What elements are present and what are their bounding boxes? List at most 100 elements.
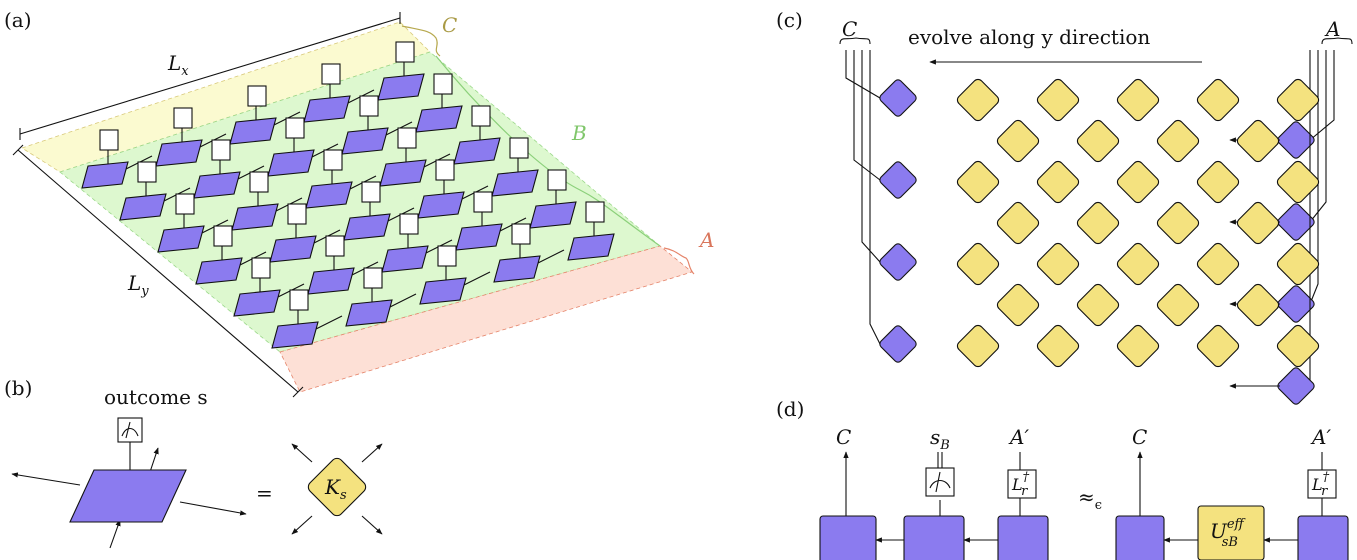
grid-tensor — [379, 159, 427, 187]
d-a2-label: A′ — [1310, 425, 1331, 449]
c-left-node — [879, 161, 917, 199]
panel-c: (c) C A evolve along y direction — [776, 8, 1353, 405]
c-gate — [1076, 201, 1120, 245]
panel-a: (a) Lx Ly C B A — [4, 8, 714, 398]
grid-tensor — [381, 245, 429, 273]
c-gate — [1076, 283, 1120, 327]
grid-tensor — [303, 95, 351, 123]
region-c-label: C — [442, 13, 457, 37]
d-a1-label: A′ — [1008, 425, 1029, 449]
b-top-leg — [149, 447, 159, 473]
c-title: evolve along y direction — [908, 25, 1150, 49]
outcome-label: outcome s — [104, 385, 208, 409]
grid-meter — [321, 63, 341, 85]
c-left-node — [879, 325, 917, 363]
c-gate — [1156, 201, 1200, 245]
grid-meter — [175, 193, 195, 215]
k-leg-tr — [361, 443, 383, 463]
c-gate — [1116, 324, 1160, 368]
grid-meter — [323, 149, 343, 171]
c-gate — [1196, 324, 1240, 368]
c-left-wire — [853, 50, 881, 181]
grid-tensor — [229, 117, 277, 145]
region-c-band — [21, 21, 431, 173]
c-gate — [1276, 78, 1320, 122]
d-node-mid — [903, 515, 965, 560]
approx-sign: ≈ϵ — [1078, 485, 1102, 513]
grid-meter — [509, 137, 529, 159]
d-meter-icon — [925, 467, 955, 497]
c-left-wire — [845, 50, 881, 99]
c-left-label: C — [842, 17, 857, 41]
grid-tensor — [493, 255, 541, 283]
grid-meter — [399, 213, 419, 235]
c-left-brace — [839, 37, 871, 45]
grid-tensor — [271, 321, 319, 349]
grid-tensor — [267, 149, 315, 177]
d-sb-label: sB — [930, 425, 950, 453]
grid-tensor — [195, 257, 243, 285]
k-label: Ks — [324, 475, 347, 503]
k-leg-br — [361, 515, 383, 535]
grid-tensor — [417, 191, 465, 219]
grid-tensor — [377, 73, 425, 101]
d-lr2-box — [1307, 469, 1337, 499]
grid-meter — [247, 85, 267, 107]
lx-label: Lx — [167, 51, 189, 79]
grid-meter — [173, 107, 193, 129]
grid-meter — [471, 105, 491, 127]
grid-meter — [361, 181, 381, 203]
grid-tensor — [155, 139, 203, 167]
b-left-leg — [11, 472, 81, 486]
c-gate — [1036, 324, 1080, 368]
c-right-label: A — [1324, 17, 1340, 41]
c-gate — [1156, 119, 1200, 163]
c-right-brace — [1321, 37, 1353, 45]
grid-meter — [547, 169, 567, 191]
grid-meter — [473, 191, 493, 213]
b-right-leg — [179, 501, 247, 516]
equals-sign: = — [256, 481, 273, 505]
d2-node-left — [1115, 515, 1165, 560]
panel-d: (d) C sB A′ L† r ≈ϵ C A′ L† r Ueff sB — [776, 397, 1349, 560]
c-gate — [1116, 78, 1160, 122]
c-right-node — [1277, 367, 1315, 405]
grid-meter — [249, 171, 269, 193]
c-gate — [956, 160, 1000, 204]
circuit — [845, 50, 1335, 405]
c-gate — [1196, 160, 1240, 204]
grid-tensor — [307, 267, 355, 295]
grid-tensor — [341, 127, 389, 155]
grid-meter — [363, 267, 383, 289]
c-gate — [1156, 283, 1200, 327]
panel-a-tag: (a) — [4, 8, 32, 32]
d-lr2-label: L† r — [1311, 470, 1330, 499]
grid-tensor — [305, 181, 353, 209]
grid-tensor — [233, 289, 281, 317]
c-right-wire — [1309, 50, 1319, 305]
grid-meter — [359, 95, 379, 117]
panel-d-tag: (d) — [776, 397, 804, 421]
grid-tensor — [491, 169, 539, 197]
grid-meter — [395, 41, 415, 63]
c-left-wire — [869, 50, 881, 345]
c-gate — [1076, 119, 1120, 163]
k-leg-tl — [291, 443, 313, 463]
c-gate — [996, 283, 1040, 327]
grid-tensor — [269, 235, 317, 263]
brace-b — [435, 55, 661, 247]
grid-tensor — [415, 105, 463, 133]
grid-meter — [285, 117, 305, 139]
grid-meter — [397, 127, 417, 149]
c-gate — [1236, 119, 1280, 163]
d-c1-label: C — [836, 425, 851, 449]
grid-meter — [435, 159, 455, 181]
b-tensor-node — [69, 469, 187, 523]
grid-meter — [437, 245, 457, 267]
grid-tensor — [343, 213, 391, 241]
d-lr-box — [1007, 469, 1037, 499]
brace-a — [663, 247, 695, 275]
d-meter-needle — [929, 471, 951, 493]
grid-meter — [585, 201, 605, 223]
